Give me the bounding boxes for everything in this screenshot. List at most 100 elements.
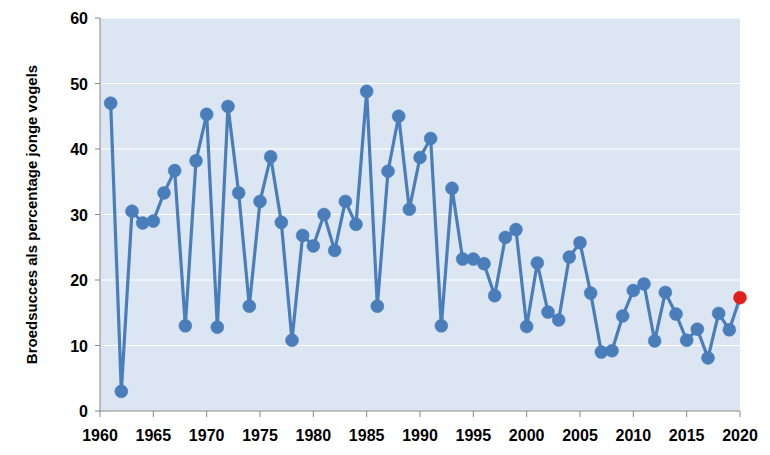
marker bbox=[563, 251, 576, 264]
y-tick bbox=[95, 83, 100, 84]
marker bbox=[680, 334, 693, 347]
marker bbox=[574, 236, 587, 249]
marker bbox=[104, 97, 117, 110]
marker bbox=[339, 195, 352, 208]
x-tick-label: 2005 bbox=[562, 427, 598, 444]
line bbox=[111, 91, 740, 391]
marker bbox=[478, 257, 491, 270]
grid-line bbox=[100, 17, 740, 18]
y-tick bbox=[95, 345, 100, 346]
marker bbox=[659, 286, 672, 299]
y-tick bbox=[95, 280, 100, 281]
marker bbox=[222, 100, 235, 113]
x-tick bbox=[366, 411, 367, 417]
marker bbox=[734, 291, 747, 304]
grid-line bbox=[100, 410, 740, 411]
x-tick-label: 1995 bbox=[456, 427, 492, 444]
marker bbox=[435, 319, 448, 332]
marker bbox=[424, 132, 437, 145]
grid-line bbox=[100, 83, 740, 84]
x-tick bbox=[633, 411, 634, 417]
x-tick-label: 2010 bbox=[616, 427, 652, 444]
marker bbox=[488, 289, 501, 302]
y-tick-label: 50 bbox=[70, 76, 88, 93]
marker bbox=[360, 85, 373, 98]
marker bbox=[126, 205, 139, 218]
marker bbox=[446, 182, 459, 195]
plot-area bbox=[100, 18, 740, 411]
x-tick bbox=[420, 411, 421, 417]
x-tick bbox=[260, 411, 261, 417]
y-tick bbox=[95, 411, 100, 412]
x-tick-label: 2020 bbox=[722, 427, 758, 444]
y-axis-label: Broedsucces als percentage jonge vogels bbox=[23, 65, 40, 364]
marker bbox=[168, 164, 181, 177]
marker bbox=[702, 351, 715, 364]
grid-line bbox=[100, 345, 740, 346]
marker bbox=[200, 108, 213, 121]
marker bbox=[723, 323, 736, 336]
marker bbox=[179, 319, 192, 332]
marker bbox=[286, 334, 299, 347]
marker bbox=[264, 150, 277, 163]
grid-line bbox=[100, 214, 740, 215]
x-tick-label: 1960 bbox=[82, 427, 118, 444]
y-tick-label: 20 bbox=[70, 272, 88, 289]
x-tick-label: 1965 bbox=[136, 427, 172, 444]
marker bbox=[115, 385, 128, 398]
y-tick bbox=[95, 149, 100, 150]
marker bbox=[382, 165, 395, 178]
x-tick bbox=[206, 411, 207, 417]
grid-line bbox=[100, 148, 740, 149]
y-tick-label: 10 bbox=[70, 338, 88, 355]
x-tick bbox=[686, 411, 687, 417]
marker bbox=[328, 244, 341, 257]
marker bbox=[190, 154, 203, 167]
x-tick-label: 1980 bbox=[296, 427, 332, 444]
x-tick bbox=[526, 411, 527, 417]
x-tick bbox=[100, 411, 101, 417]
marker bbox=[232, 186, 245, 199]
marker bbox=[691, 323, 704, 336]
marker bbox=[403, 203, 416, 216]
marker bbox=[606, 344, 619, 357]
x-tick bbox=[473, 411, 474, 417]
marker bbox=[371, 300, 384, 313]
x-tick-label: 1990 bbox=[402, 427, 438, 444]
y-tick-label: 40 bbox=[70, 141, 88, 158]
x-tick bbox=[153, 411, 154, 417]
marker bbox=[638, 277, 651, 290]
marker bbox=[158, 186, 171, 199]
x-tick bbox=[580, 411, 581, 417]
marker bbox=[254, 195, 267, 208]
marker bbox=[712, 307, 725, 320]
marker bbox=[520, 320, 533, 333]
x-tick-label: 1970 bbox=[189, 427, 225, 444]
x-tick-label: 1975 bbox=[242, 427, 278, 444]
marker bbox=[616, 310, 629, 323]
x-tick-label: 2015 bbox=[669, 427, 705, 444]
marker bbox=[392, 110, 405, 123]
marker bbox=[542, 306, 555, 319]
marker bbox=[414, 151, 427, 164]
chart: 0 10 20 30 40 50 60 1960 1965 1970 1975 1980 1985 199… bbox=[0, 0, 770, 455]
y-axis bbox=[100, 18, 101, 411]
y-tick-label: 60 bbox=[70, 10, 88, 27]
x-tick bbox=[313, 411, 314, 417]
marker bbox=[275, 216, 288, 229]
marker bbox=[584, 287, 597, 300]
y-tick-label: 0 bbox=[79, 403, 88, 420]
marker bbox=[211, 321, 224, 334]
marker bbox=[296, 229, 309, 242]
marker bbox=[318, 208, 331, 221]
x-axis bbox=[100, 411, 740, 412]
marker bbox=[670, 308, 683, 321]
marker bbox=[307, 239, 320, 252]
x-tick-label: 1985 bbox=[349, 427, 385, 444]
marker bbox=[147, 215, 160, 228]
x-tick bbox=[740, 411, 741, 417]
marker bbox=[499, 231, 512, 244]
y-tick-label: 30 bbox=[70, 207, 88, 224]
marker bbox=[531, 256, 544, 269]
x-tick-label: 2000 bbox=[509, 427, 545, 444]
